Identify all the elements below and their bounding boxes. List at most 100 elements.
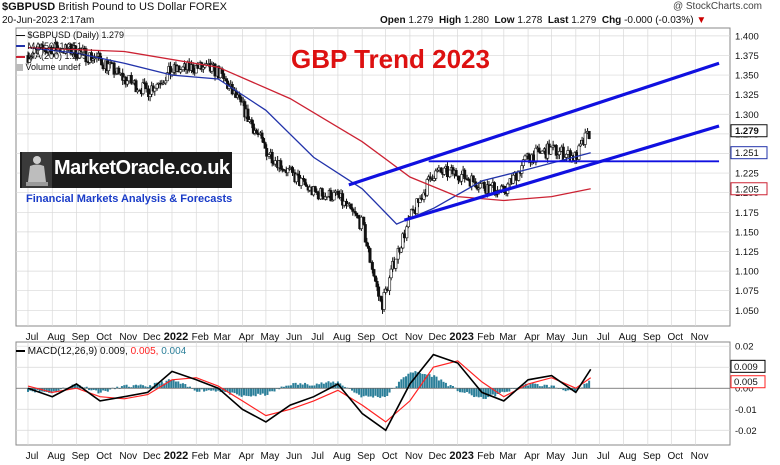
macd-hist-bar — [332, 381, 335, 389]
macd-hist-bar — [362, 388, 365, 397]
price-candle — [549, 146, 553, 155]
macd-hist-bar — [144, 386, 147, 389]
price-candle — [224, 78, 228, 82]
macd-hist-bar — [419, 373, 422, 389]
price-candle — [210, 64, 214, 72]
macd-hist-bar — [463, 388, 466, 393]
marketoracle-logo[interactable]: MarketOracle.co.uk — [20, 152, 232, 188]
macd-hist-bar — [496, 388, 499, 395]
price-candle — [359, 216, 363, 229]
price-candle — [320, 188, 324, 197]
price-candle — [520, 165, 524, 174]
macd-x-tick-label: Jul — [311, 451, 324, 462]
macd-hist-bar — [257, 388, 260, 394]
panel-frames — [15, 27, 731, 446]
price-candle — [239, 96, 243, 103]
macd-x-tick-label: Nov — [405, 451, 423, 462]
macd-hist-bar — [304, 382, 307, 389]
macd-x-tick-label: Aug — [47, 451, 65, 462]
x-tick-label: Nov — [405, 332, 423, 343]
y-tick-label: 1.325 — [735, 90, 759, 101]
chg-value: -0.000 (-0.03%) — [624, 15, 694, 26]
macd-hist-bar — [409, 372, 412, 389]
macd-hist-bar — [278, 388, 281, 390]
macd-hist-bar — [414, 371, 417, 389]
price-candle — [402, 233, 406, 239]
macd-hist-bar — [95, 388, 98, 391]
price-candle — [118, 72, 122, 75]
macd-hist-bar — [524, 383, 527, 389]
macd-hist-bar — [444, 382, 447, 389]
macd-y-tick-label: -0.02 — [735, 426, 757, 437]
macd-hist-bar — [585, 383, 588, 389]
macd-hist-bar — [567, 388, 569, 391]
x-tick-label: Dec — [428, 332, 446, 343]
macd-hist-bar — [289, 385, 292, 389]
macd-x-tick-label: Mar — [214, 451, 232, 462]
price-candle — [181, 66, 185, 71]
price-candle — [31, 52, 35, 58]
macd-hist-bar — [426, 374, 429, 389]
x-tick-label: Jul — [311, 332, 324, 343]
macd-hist-bar — [280, 386, 283, 389]
price-candle — [460, 174, 464, 182]
macd-hist-bar — [498, 388, 501, 393]
macd-hist-bar — [228, 388, 231, 395]
price-candle — [353, 211, 357, 214]
macd-hist-bar — [109, 388, 112, 390]
macd-hist-bar — [473, 388, 476, 398]
macd-hist-bar — [451, 386, 454, 389]
header-copyright[interactable]: @ StockCharts.com — [672, 1, 762, 12]
macd-hist-bar — [503, 388, 506, 393]
price-candle — [527, 153, 531, 160]
price-label-box — [730, 182, 768, 196]
macd-x-tick-label: Apr — [239, 451, 255, 462]
macd-hist-bar — [163, 383, 166, 389]
macd-x-tick-label: Sep — [643, 451, 661, 462]
macd-hist-bar — [449, 384, 452, 389]
price-candle — [196, 65, 200, 69]
price-candle — [448, 169, 452, 178]
macd-hist-bar — [57, 388, 60, 391]
price-candle — [373, 275, 377, 282]
price-candle — [270, 151, 274, 164]
ma50-line — [27, 46, 591, 225]
low-value: 1.278 — [517, 15, 543, 26]
macd-hist-bar — [167, 379, 170, 389]
price-candle — [165, 72, 169, 82]
legend-item-price: $GBPUSD (Daily) 1.279 — [16, 30, 124, 41]
x-tick-label: Sep — [357, 332, 375, 343]
macd-hist-bar — [207, 388, 210, 391]
y-tick-label: 1.150 — [735, 227, 759, 238]
header-symbol: $GBPUSD — [2, 1, 56, 13]
macd-x-tick-label: Mar — [499, 451, 517, 462]
price-candle — [74, 45, 78, 58]
price-candle — [537, 147, 541, 153]
macd-hist-bar — [160, 381, 163, 389]
macd-panel — [16, 353, 730, 432]
macd-hist-bar — [329, 382, 332, 389]
price-candle — [471, 175, 475, 183]
price-candle — [336, 190, 340, 196]
y-tick-label: 1.175 — [735, 208, 759, 219]
macd-hist-bar — [388, 388, 391, 393]
price-candle — [349, 203, 353, 210]
price-candle — [388, 277, 392, 291]
macd-hist-bar — [421, 373, 424, 389]
macd-hist-bar — [273, 388, 276, 392]
macd-x-tick-label: Sep — [72, 451, 90, 462]
price-candle — [480, 181, 484, 184]
y-tick-label: 1.400 — [735, 31, 759, 42]
macd-hist-bar — [233, 388, 236, 394]
macd-hist-bar — [405, 376, 407, 389]
macd-hist-bar — [196, 388, 199, 392]
macd-hist-bar — [308, 385, 311, 389]
macd-hist-bar — [189, 386, 191, 389]
macd-hist-bar — [386, 388, 389, 396]
header-description: British Pound to US Dollar — [58, 1, 187, 13]
macd-hist-bar — [313, 385, 316, 389]
x-tick-label: Aug — [333, 332, 351, 343]
macd-hist-bar — [369, 388, 372, 397]
x-tick-label: Sep — [643, 332, 661, 343]
price-candle — [247, 119, 251, 122]
